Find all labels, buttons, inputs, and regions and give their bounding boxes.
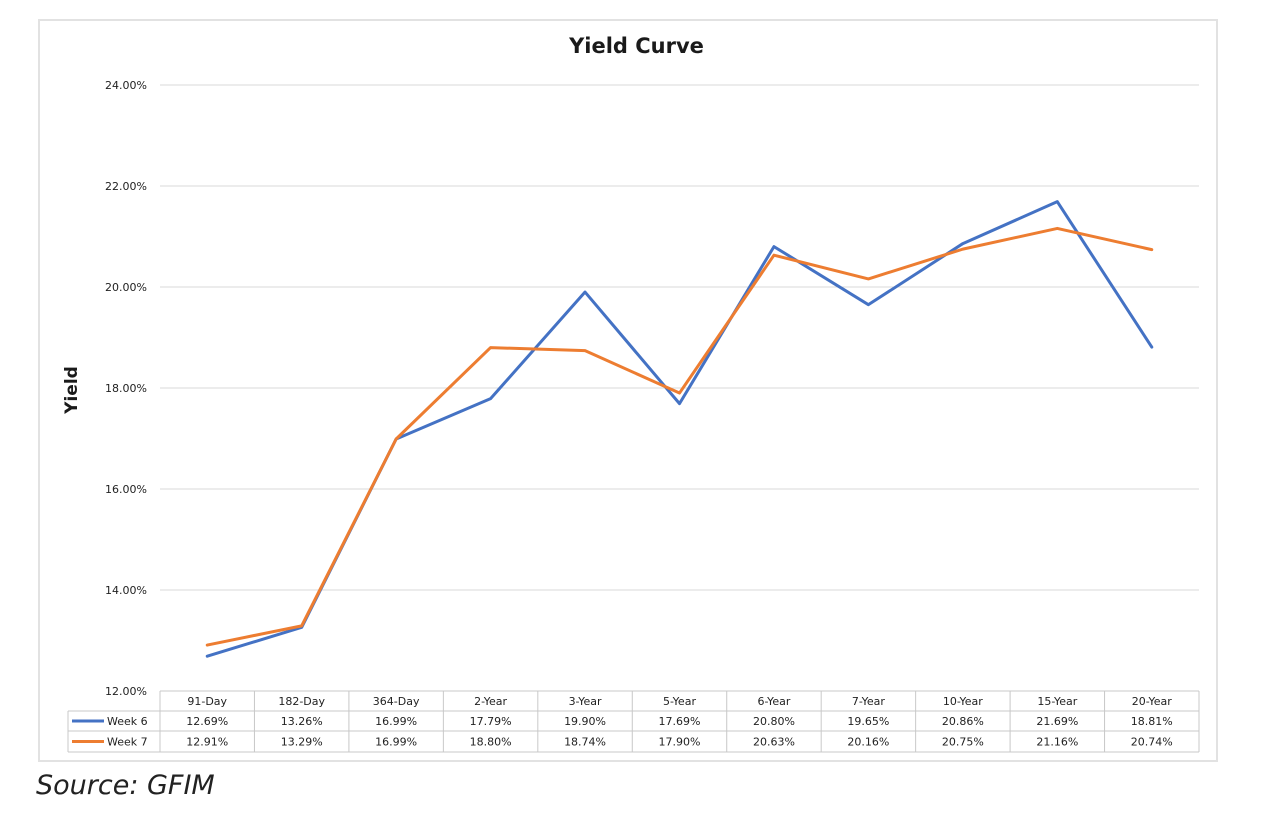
data-point [678,391,681,395]
data-point [489,346,492,349]
series-line-week-6 [205,200,1154,658]
data-label: 17.79% [470,715,512,728]
data-point [300,624,303,628]
data-point [1056,227,1059,230]
data-point [867,303,870,306]
data-point [206,654,209,658]
x-category-label: 5-Year [663,695,696,708]
data-point [489,397,492,400]
data-label: 13.26% [281,715,323,728]
data-label: 20.75% [942,736,984,749]
data-label: 20.74% [1131,736,1173,749]
data-point [583,290,587,294]
data-label: 16.99% [375,736,417,749]
y-tick-label: 20.00% [105,281,147,294]
x-category-label: 91-Day [187,695,227,708]
y-tick-label: 24.00% [105,79,147,92]
y-tick-label: 14.00% [105,584,147,597]
data-label: 20.63% [753,736,795,749]
data-point [1150,248,1153,251]
data-point [772,245,776,248]
data-point [867,277,870,281]
x-category-label: 3-Year [569,695,602,708]
y-tick-label: 12.00% [105,685,147,698]
x-category-label: 20-Year [1132,695,1172,708]
data-label: 21.69% [1036,715,1078,728]
chart-title: Yield Curve [569,34,704,58]
legend-label-2: Week 7 [107,736,148,749]
x-category-label: 2-Year [474,695,507,708]
data-label: 12.91% [186,736,228,749]
data-label: 19.90% [564,715,606,728]
y-tick-label: 18.00% [105,382,147,395]
x-category-label: 182-Day [278,695,325,708]
data-point [1056,200,1059,203]
data-point [961,242,965,245]
data-point [772,253,776,257]
data-label: 17.69% [659,715,701,728]
source-caption: Source: GFIM [36,770,215,801]
x-category-label: 7-Year [852,695,885,708]
data-point [1150,345,1153,349]
data-point [583,349,587,352]
data-label: 20.16% [847,736,889,749]
x-category-label: 15-Year [1037,695,1077,708]
data-point [678,402,681,405]
data-label: 13.29% [281,736,323,749]
data-label: 19.65% [847,715,889,728]
data-label: 17.90% [659,736,701,749]
x-category-label: 364-Day [373,695,420,708]
data-label: 20.80% [753,715,795,728]
data-label: 16.99% [375,715,417,728]
data-label: 18.81% [1131,715,1173,728]
y-tick-label: 22.00% [105,180,147,193]
x-category-label: 10-Year [943,695,983,708]
data-point [394,437,398,441]
data-label: 20.86% [942,715,984,728]
x-category-label: 6-Year [757,695,790,708]
data-label: 18.74% [564,736,606,749]
series-line-week-7 [205,226,1154,647]
data-point [206,643,209,647]
legend-label-1: Week 6 [107,715,148,728]
data-label: 12.69% [186,715,228,728]
data-label: 21.16% [1036,736,1078,749]
data-label: 18.80% [470,736,512,749]
y-tick-label: 16.00% [105,483,147,496]
data-point [961,247,965,251]
